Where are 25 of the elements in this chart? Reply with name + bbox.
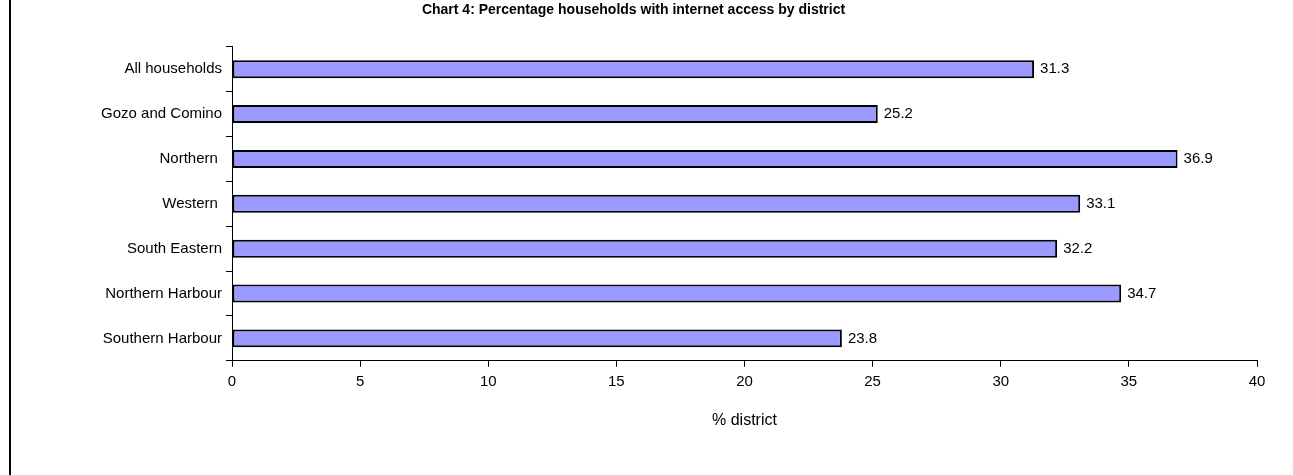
data-label: 31.3 xyxy=(1040,59,1070,77)
data-label: 32.2 xyxy=(1063,238,1093,256)
data-label: 25.2 xyxy=(883,104,913,122)
data-label: 33.1 xyxy=(1086,193,1116,211)
x-tick-label: 20 xyxy=(736,371,753,389)
chart-title: Chart 4: Percentage households with internet access by district xyxy=(421,1,846,18)
x-tick-label: 10 xyxy=(479,371,497,389)
x-tick-label: 40 xyxy=(1248,371,1266,389)
data-label: 34.7 xyxy=(1127,283,1157,301)
x-tick-label: 5 xyxy=(355,371,365,389)
y-tick-label: Northern xyxy=(159,149,222,167)
y-tick-label: South Eastern xyxy=(126,238,222,256)
y-tick-label: All households xyxy=(124,59,222,77)
y-tick-label: Western xyxy=(162,193,222,211)
y-tick-label: Northern Harbour xyxy=(105,283,222,301)
x-tick-label: 35 xyxy=(1120,371,1138,389)
x-tick-label: 0 xyxy=(227,371,237,389)
x-tick-label: 25 xyxy=(864,371,881,389)
y-tick-label: Southern Harbour xyxy=(102,328,222,346)
x-tick-label: 15 xyxy=(608,371,625,389)
data-label: 23.8 xyxy=(847,328,878,346)
x-axis-title: % district xyxy=(712,410,778,428)
x-tick-label: 30 xyxy=(992,371,1010,389)
data-label: 36.9 xyxy=(1183,149,1213,167)
y-tick-label: Gozo and Comino xyxy=(101,104,222,122)
